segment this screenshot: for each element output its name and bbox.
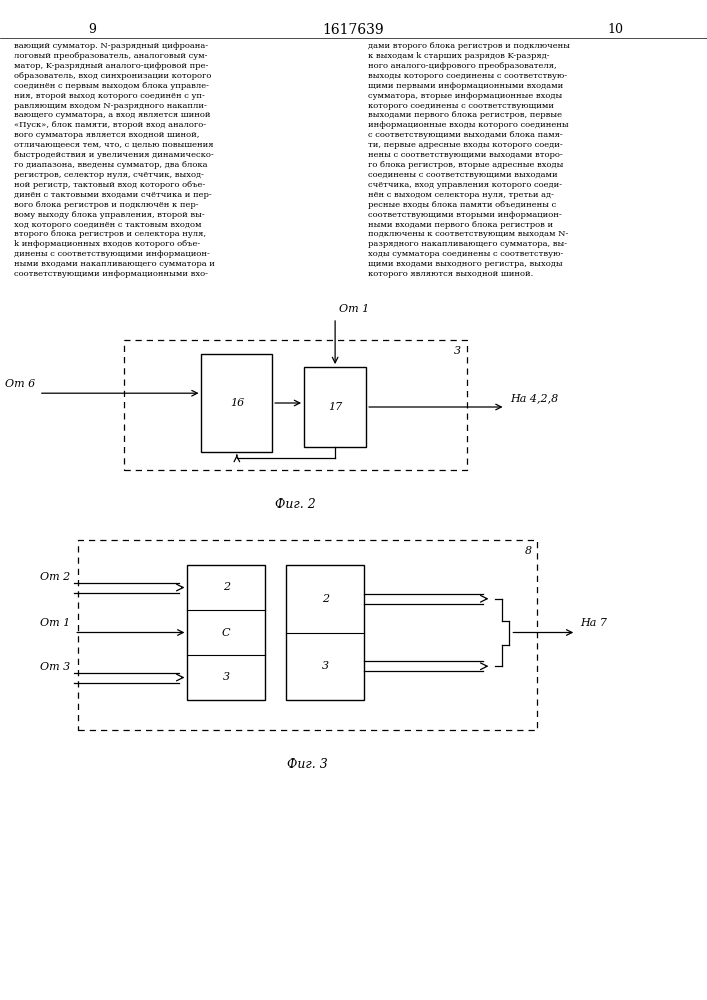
Text: 10: 10: [607, 23, 623, 36]
Text: 8: 8: [525, 546, 532, 556]
Text: 3: 3: [454, 346, 461, 356]
Text: 1617639: 1617639: [322, 23, 385, 37]
Text: На 4,2,8: На 4,2,8: [510, 393, 558, 403]
Bar: [286, 565, 364, 700]
Text: 17: 17: [328, 402, 342, 412]
Text: Фиг. 3: Фиг. 3: [287, 758, 328, 771]
Text: 3: 3: [322, 661, 329, 671]
Text: дами второго блока регистров и подключены
к выходам k старших разрядов K-разряд-: дами второго блока регистров и подключен…: [368, 42, 570, 278]
Text: От 1: От 1: [40, 617, 70, 628]
Bar: [187, 565, 265, 700]
Text: От 1: От 1: [339, 304, 370, 314]
Text: 2: 2: [223, 582, 230, 592]
Text: От 3: От 3: [40, 662, 70, 672]
Text: 2: 2: [322, 594, 329, 604]
Text: 3: 3: [223, 672, 230, 682]
Text: От 2: От 2: [40, 572, 70, 582]
Bar: [201, 354, 272, 452]
Bar: [304, 367, 366, 447]
Text: 9: 9: [88, 23, 96, 36]
Text: 16: 16: [230, 398, 244, 408]
Text: вающий сумматор. N-разрядный цифроана-
логовый преобразователь, аналоговый сум-
: вающий сумматор. N-разрядный цифроана- л…: [14, 42, 215, 278]
Text: C: C: [222, 628, 230, 638]
Text: Фиг. 2: Фиг. 2: [275, 498, 315, 511]
Text: От 6: От 6: [5, 379, 35, 389]
Text: На 7: На 7: [580, 617, 607, 628]
